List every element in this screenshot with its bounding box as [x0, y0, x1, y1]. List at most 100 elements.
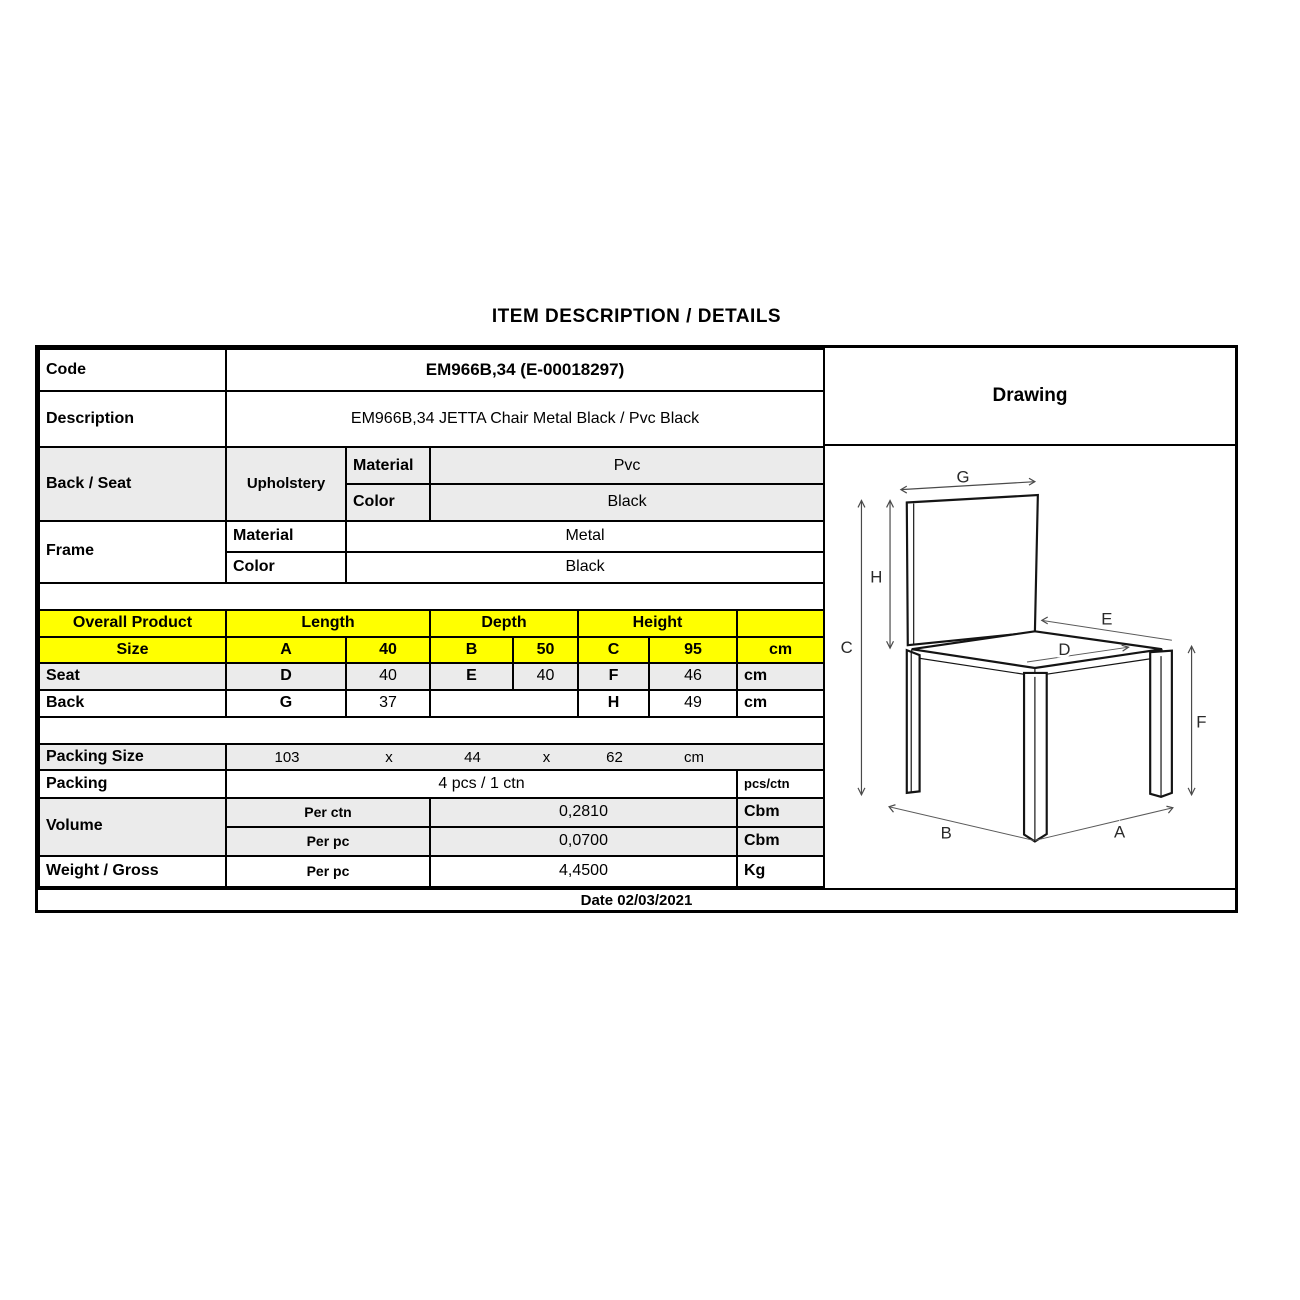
- back-seat-label: Back / Seat: [38, 446, 227, 522]
- dim-val-g: 37: [345, 689, 431, 719]
- chair-drawing: G H C E D F B A: [825, 446, 1235, 888]
- dim-val-a: 40: [345, 636, 431, 665]
- spec-table: Code EM966B,34 (E-00018297) Description …: [37, 347, 826, 889]
- size-header-row: Overall Product Length Depth Height: [38, 608, 826, 639]
- table-row: Color Black: [39, 483, 826, 522]
- dim-val-h: 49: [648, 689, 738, 719]
- code-value: EM966B,34 (E-00018297): [224, 347, 826, 393]
- depth-header: Depth: [429, 608, 579, 639]
- back-seat-material-value: Pvc: [428, 446, 826, 486]
- dim-key-a: A: [225, 636, 347, 665]
- frame-color-label: Color: [225, 550, 347, 584]
- seat-size-row: Seat D 40 E 40 F 46 cm: [38, 662, 826, 692]
- table-row: Code EM966B,34 (E-00018297): [38, 347, 826, 393]
- back-size-blank: [429, 689, 579, 719]
- sheet-body: Code EM966B,34 (E-00018297) Description …: [37, 347, 1235, 889]
- volume-label: Volume: [38, 796, 227, 857]
- packing-row: Packing 4 pcs / 1 ctn pcs/ctn: [38, 769, 826, 799]
- packing-x-2: x: [542, 748, 551, 766]
- weight-per-label: Per pc: [225, 854, 431, 889]
- back-seat-color-label: Color: [345, 483, 431, 522]
- packing-x-1: x: [385, 748, 393, 766]
- drawing-label-f: F: [1196, 712, 1206, 731]
- drawing-label-a: A: [1114, 822, 1126, 841]
- upholstery-label: Upholstery: [225, 446, 347, 522]
- dim-val-c: 95: [648, 636, 738, 665]
- drawing-label-h: H: [870, 568, 882, 587]
- packing-dim-1: 103: [274, 748, 300, 766]
- dim-val-d: 40: [345, 662, 431, 692]
- overall-size-row: Size A 40 B 50 C 95 cm: [38, 636, 826, 665]
- back-seat-color-value: Black: [428, 483, 826, 522]
- per-ctn-value: 0,2810: [429, 796, 738, 828]
- back-size-row: Back G 37 H 49 cm: [38, 689, 826, 719]
- date-row: Date 02/03/2021: [38, 888, 1235, 910]
- dim-val-f: 46: [648, 662, 738, 692]
- overall-size-label-2: Size: [38, 636, 227, 665]
- description-value: EM966B,34 JETTA Chair Metal Black / Pvc …: [224, 390, 826, 449]
- spacer: [37, 716, 826, 746]
- frame-material-value: Metal: [344, 519, 826, 553]
- description-label: Description: [38, 390, 227, 449]
- dim-key-b: B: [429, 636, 514, 665]
- table-row: Back / Seat Upholstery Material Pvc: [38, 446, 826, 522]
- packing-value: 4 pcs / 1 ctn: [225, 769, 738, 799]
- packing-size-unit: cm: [684, 748, 704, 766]
- frame-material-label: Material: [225, 519, 347, 553]
- drawing-label-d: D: [1058, 640, 1070, 659]
- weight-row: Weight / Gross Per pc 4,4500 Kg: [38, 854, 826, 889]
- packing-size-label: Packing Size: [38, 743, 227, 772]
- length-header: Length: [225, 608, 431, 639]
- dim-val-b: 50: [512, 636, 579, 665]
- drawing-label-e: E: [1101, 609, 1112, 628]
- packing-size-values: 103 x 44 x 62 cm: [224, 743, 826, 772]
- page-title: ITEM DESCRIPTION / DETAILS: [491, 306, 782, 327]
- frame-color-value: Black: [344, 550, 826, 584]
- code-label: Code: [38, 347, 227, 393]
- drawing-label-g: G: [957, 468, 970, 487]
- seat-unit: cm: [735, 662, 826, 692]
- packing-size-row: Packing Size 103 x 44 x 62 cm: [38, 743, 826, 772]
- frame-label: Frame: [38, 519, 227, 584]
- drawing-panel: Drawing: [825, 348, 1235, 888]
- per-pc-unit: Cbm: [735, 825, 826, 857]
- dim-key-f: F: [577, 662, 650, 692]
- date-value: Date 02/03/2021: [580, 891, 693, 909]
- back-seat-material-label: Material: [345, 446, 431, 486]
- dim-key-d: D: [225, 662, 347, 692]
- drawing-title: Drawing: [825, 348, 1235, 446]
- size-header-blank: [735, 608, 826, 639]
- table-row: Description EM966B,34 JETTA Chair Metal …: [38, 390, 826, 449]
- table-row: Color Black: [39, 550, 826, 584]
- spacer-row: [37, 716, 826, 746]
- dim-key-h: H: [577, 689, 650, 719]
- weight-value: 4,4500: [429, 854, 738, 889]
- dim-key-g: G: [225, 689, 347, 719]
- dim-key-e: E: [429, 662, 514, 692]
- packing-dim-2: 44: [464, 748, 481, 766]
- back-label: Back: [38, 689, 227, 719]
- packing-dim-3: 62: [606, 748, 623, 766]
- spacer-row: [37, 581, 826, 611]
- drawing-label-b: B: [941, 823, 952, 842]
- weight-unit: Kg: [735, 854, 826, 889]
- table-row: Frame Material Metal: [38, 519, 826, 584]
- dim-key-c: C: [577, 636, 650, 665]
- per-pc-label: Per pc: [225, 825, 431, 857]
- volume-pc-row: Per pc 0,0700 Cbm: [39, 825, 826, 857]
- overall-size-label-1: Overall Product: [38, 608, 227, 639]
- dim-val-e: 40: [512, 662, 579, 692]
- height-header: Height: [577, 608, 738, 639]
- volume-ctn-row: Volume Per ctn 0,2810 Cbm: [38, 796, 826, 857]
- seat-label: Seat: [38, 662, 227, 692]
- packing-label: Packing: [38, 769, 227, 799]
- weight-label: Weight / Gross: [38, 854, 227, 889]
- packing-unit: pcs/ctn: [735, 769, 826, 799]
- per-pc-value: 0,0700: [429, 825, 738, 857]
- drawing-label-c: C: [841, 638, 853, 657]
- spec-sheet-table: Code EM966B,34 (E-00018297) Description …: [35, 345, 1238, 913]
- chair-drawing-svg: G H C E D F B A: [838, 465, 1209, 845]
- spacer: [37, 581, 826, 611]
- per-ctn-label: Per ctn: [225, 796, 431, 828]
